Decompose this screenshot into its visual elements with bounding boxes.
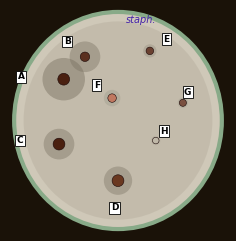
Circle shape <box>104 90 120 106</box>
Text: F: F <box>94 80 100 90</box>
Text: A: A <box>18 72 25 81</box>
Circle shape <box>112 175 124 187</box>
Circle shape <box>44 129 74 160</box>
Circle shape <box>80 52 90 61</box>
Circle shape <box>53 138 65 150</box>
Circle shape <box>70 41 100 72</box>
Text: C: C <box>17 136 23 145</box>
Circle shape <box>151 136 160 145</box>
Circle shape <box>178 98 188 108</box>
Ellipse shape <box>24 21 212 220</box>
Circle shape <box>58 73 70 85</box>
Text: B: B <box>64 37 71 46</box>
Text: G: G <box>184 88 191 97</box>
Text: D: D <box>111 203 118 212</box>
Text: staph.: staph. <box>126 15 157 25</box>
Text: H: H <box>160 127 168 136</box>
Circle shape <box>152 137 159 144</box>
Circle shape <box>108 94 116 102</box>
Circle shape <box>42 58 85 100</box>
Circle shape <box>179 99 186 106</box>
Ellipse shape <box>14 12 222 229</box>
Text: E: E <box>163 34 169 44</box>
Circle shape <box>104 167 132 195</box>
Circle shape <box>143 44 156 58</box>
Circle shape <box>146 47 154 55</box>
